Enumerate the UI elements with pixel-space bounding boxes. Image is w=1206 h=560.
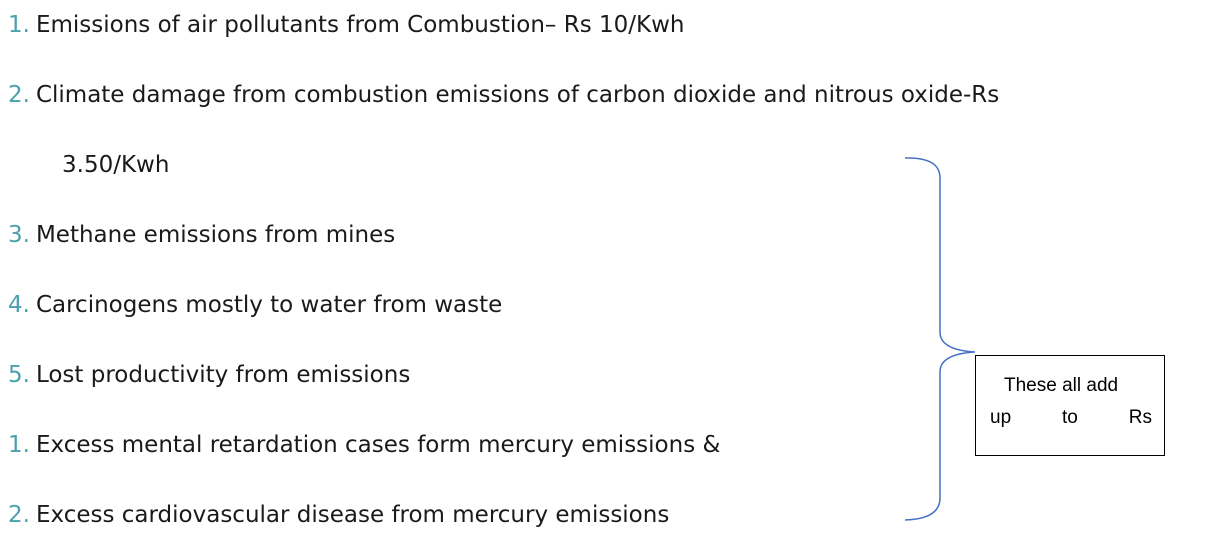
item-number: 3. — [8, 222, 30, 248]
box-line: These all add — [1004, 375, 1119, 396]
item-text: Emissions of air pollutants from Combust… — [35, 12, 685, 38]
item-text: Climate damage from combustion emissions… — [35, 82, 1000, 108]
box-line: up to Rs — [990, 407, 1152, 428]
item-text: Carcinogens mostly to water from waste — [35, 292, 503, 318]
item-number: 4. — [8, 292, 30, 318]
item-text: Excess mental retardation cases form mer… — [35, 432, 721, 458]
item-text: Excess cardiovascular disease from mercu… — [35, 502, 670, 528]
list-item: 2. Excess cardiovascular disease from mer… — [8, 500, 669, 530]
list-item: 5. Lost productivity from emissions — [8, 360, 410, 390]
list-item: 1. Excess mental retardation cases form m… — [8, 430, 720, 460]
item-continuation: 3.50/Kwh — [62, 152, 170, 178]
list-item: 3. Methane emissions from mines — [8, 220, 395, 250]
item-number: 1. — [8, 432, 30, 458]
item-number: 5. — [8, 362, 30, 388]
list-item: 4. Carcinogens mostly to water from waste — [8, 290, 502, 320]
item-number: 2. — [8, 82, 30, 108]
list-item: 1. Emissions of air pollutants from Combu… — [8, 10, 685, 40]
item-number: 2. — [8, 502, 30, 528]
summary-box: These all add up to Rs — [975, 355, 1165, 456]
item-number: 1. — [8, 12, 30, 38]
list-item: 2. Climate damage from combustion emissio… — [8, 80, 999, 110]
brace-path — [904, 157, 976, 521]
item-text: Lost productivity from emissions — [35, 362, 411, 388]
item-text: Methane emissions from mines — [35, 222, 396, 248]
